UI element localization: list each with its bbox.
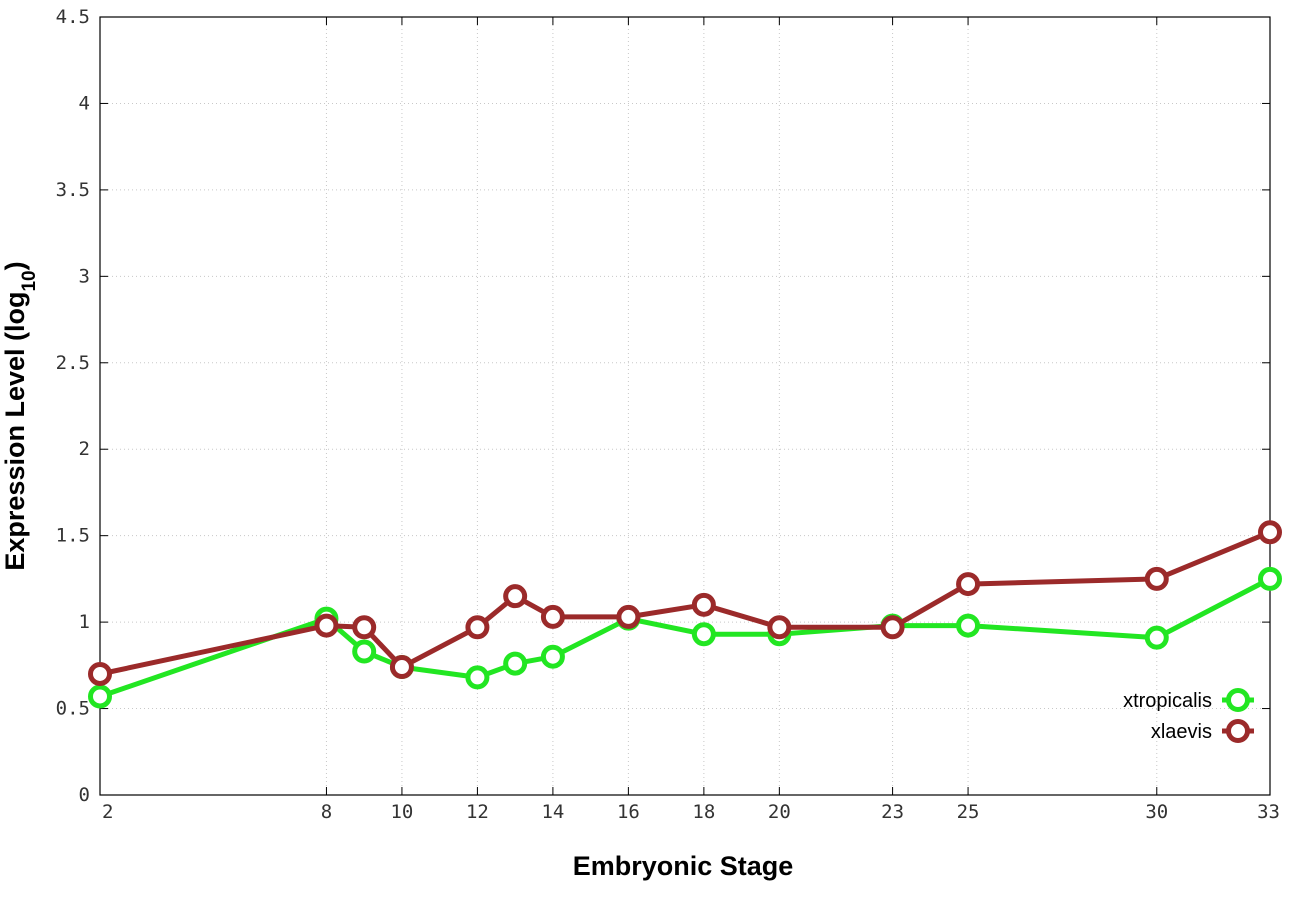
data-point-xlaevis [88,661,112,686]
grid [100,17,1270,795]
x-axis-title: Embryonic Stage [573,851,794,881]
y-axis-title-subscript: 10 [19,270,40,291]
axis-ticks: 0 0.5 1 1.5 2 2.5 3 3.5 4 4.5 2 8 10 12 14 16 18 20 23 25 30… [56,6,1280,823]
legend-item-xtropicalis: xtropicalis [1123,688,1254,712]
y-tick-label: 0.5 [56,698,90,720]
data-point-xlaevis [503,584,528,609]
data-point-xtropicalis [1144,625,1169,650]
x-tick-label: 23 [881,801,904,823]
y-tick-label: 2.5 [56,352,90,374]
y-tick-label: 4.5 [56,6,90,28]
data-point-xtropicalis [352,639,377,664]
data-point-xtropicalis [540,644,565,669]
data-point-xlaevis [389,655,414,680]
x-tick-label: 25 [957,801,980,823]
data-point-xlaevis [767,615,792,640]
data-point-xlaevis [540,604,565,629]
legend-item-xlaevis: xlaevis [1151,719,1254,743]
x-tick-label: 10 [390,801,413,823]
legend-marker-swatch [1226,688,1250,712]
x-tick-label: 16 [617,801,640,823]
legend-label: xtropicalis [1123,690,1212,712]
data-point-xlaevis [352,615,377,640]
y-tick-label: 2 [79,438,90,460]
y-tick-label: 1 [79,611,90,633]
data-point-xlaevis [1144,566,1169,591]
data-point-xtropicalis [691,622,716,647]
data-point-xtropicalis [956,613,981,638]
series-line-xlaevis [99,529,1271,677]
data-point-xtropicalis [1258,566,1282,591]
y-tick-label: 3.5 [56,179,90,201]
x-tick-label: 2 [102,801,113,823]
data-point-xlaevis [880,615,905,640]
legend: xtropicalis xlaevis [1123,688,1254,743]
y-tick-label: 0 [79,784,90,806]
y-axis-title-suffix: ) [0,261,30,270]
plot-frame [99,16,1271,796]
x-tick-label: 8 [321,801,332,823]
x-tick-label: 33 [1257,801,1280,823]
x-tick-label: 18 [692,801,715,823]
x-tick-label: 30 [1145,801,1168,823]
x-tick-label: 12 [466,801,489,823]
legend-label: xlaevis [1151,721,1212,743]
y-tick-label: 4 [79,92,90,114]
data-point-xlaevis [314,613,339,638]
data-point-xtropicalis [88,684,112,709]
y-axis-title-main: Expression Level (log [0,292,30,571]
data-point-xlaevis [465,615,490,640]
x-tick-label: 14 [541,801,564,823]
series-layer [88,520,1282,709]
data-point-xtropicalis [503,651,528,676]
x-tick-label: 20 [768,801,791,823]
data-point-xlaevis [956,572,981,597]
y-tick-label: 3 [79,265,90,287]
legend-marker-swatch [1226,719,1250,743]
y-axis-title: Expression Level (log10) [0,261,40,570]
series-xlaevis [88,520,1282,686]
y-tick-label: 1.5 [56,525,90,547]
data-point-xlaevis [1258,520,1282,545]
data-point-xlaevis [691,592,716,617]
data-point-xtropicalis [465,665,490,690]
data-point-xlaevis [616,604,641,629]
